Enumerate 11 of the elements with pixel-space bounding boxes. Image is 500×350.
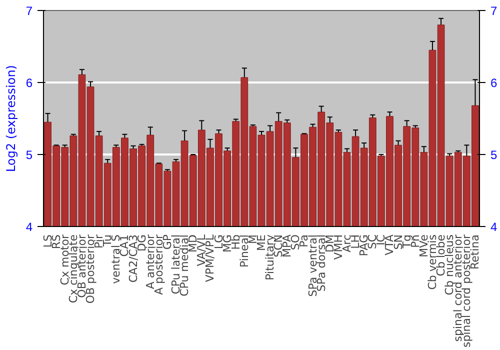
y-tick-label: 4 — [26, 220, 33, 234]
y-tick-label: 7 — [26, 4, 33, 18]
x-tick-label: OB posterior — [84, 234, 98, 304]
y2-tick-label: 7 — [490, 4, 498, 18]
y-axis-title: Log2 (expression) — [4, 65, 18, 172]
y-tick-label: 5 — [26, 148, 33, 162]
x-tick-label: Retina — [468, 234, 482, 270]
y-tick-label: 6 — [26, 76, 33, 90]
y2-tick-label: 6 — [490, 76, 498, 90]
y2-tick-label: 4 — [490, 220, 498, 234]
y2-tick-label: 5 — [490, 148, 498, 162]
